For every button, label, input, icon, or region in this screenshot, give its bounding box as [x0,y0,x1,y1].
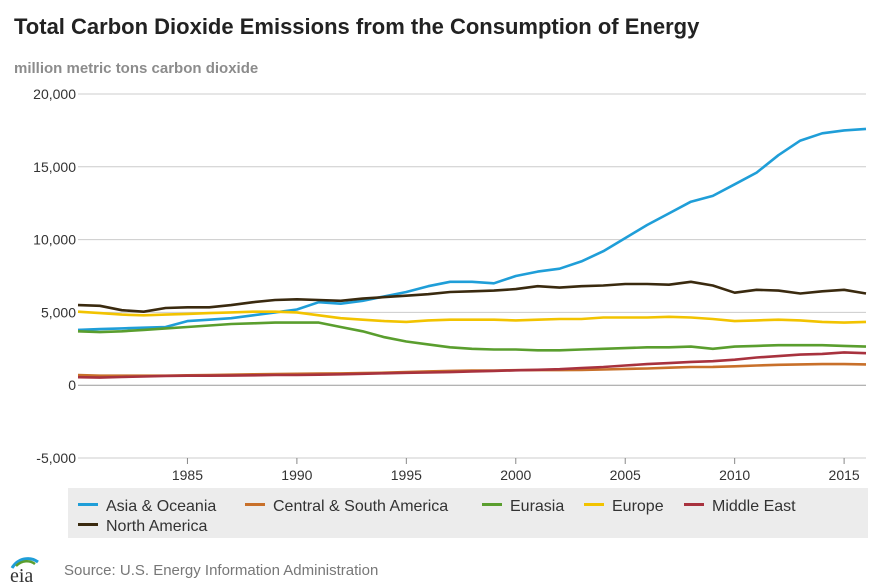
logo-text: eia [10,565,33,584]
eia-logo: eia [10,557,39,584]
y-tick-label: 5,000 [41,304,76,320]
x-tick-label: 2010 [719,467,750,483]
y-tick-label: 10,000 [33,232,76,248]
series-line-eurasia [77,321,867,352]
x-tick-label: 2005 [610,467,641,483]
legend-item-middle-east[interactable]: Middle East [684,498,796,516]
source-text: Source: U.S. Energy Information Administ… [64,562,379,579]
legend-swatch [78,523,98,527]
legend-label: North America [106,518,208,535]
legend-item-eurasia[interactable]: Eurasia [482,498,564,516]
y-tick-label: 20,000 [33,86,76,102]
x-tick-label: 1990 [281,467,312,483]
series-line-asia-oceania [77,127,867,332]
x-tick-label: 1995 [391,467,422,483]
legend-item-europe[interactable]: Europe [584,498,664,516]
legend-item-north-america[interactable]: North America [78,518,207,536]
series-line-central-south-america [77,362,867,378]
chart-legend: Asia & Oceania Central & South America E… [68,488,868,538]
x-tick-label: 2015 [829,467,860,483]
series-line-north-america [77,280,867,314]
legend-label: Asia & Oceania [106,498,217,515]
legend-swatch [684,503,704,507]
legend-label: Middle East [712,498,796,515]
legend-item-central-south-america[interactable]: Central & South America [245,498,448,516]
y-tick-label: 0 [68,377,76,393]
series-line-europe [77,310,867,324]
x-tick-label: 2000 [500,467,531,483]
y-tick-label: 15,000 [33,159,76,175]
legend-item-asia-oceania[interactable]: Asia & Oceania [78,498,216,516]
legend-label: Europe [612,498,664,515]
chart-subtitle: million metric tons carbon dioxide [14,60,259,77]
legend-swatch [584,503,604,507]
x-tick-label: 1985 [172,467,203,483]
y-tick-label: -5,000 [36,450,76,466]
chart-title: Total Carbon Dioxide Emissions from the … [14,14,700,39]
legend-swatch [245,503,265,507]
legend-label: Central & South America [273,498,449,515]
legend-label: Eurasia [510,498,565,515]
legend-swatch [482,503,502,507]
series-line-middle-east [77,351,867,379]
legend-swatch [78,503,98,507]
footer: eia Source: U.S. Energy Information Admi… [8,556,708,586]
